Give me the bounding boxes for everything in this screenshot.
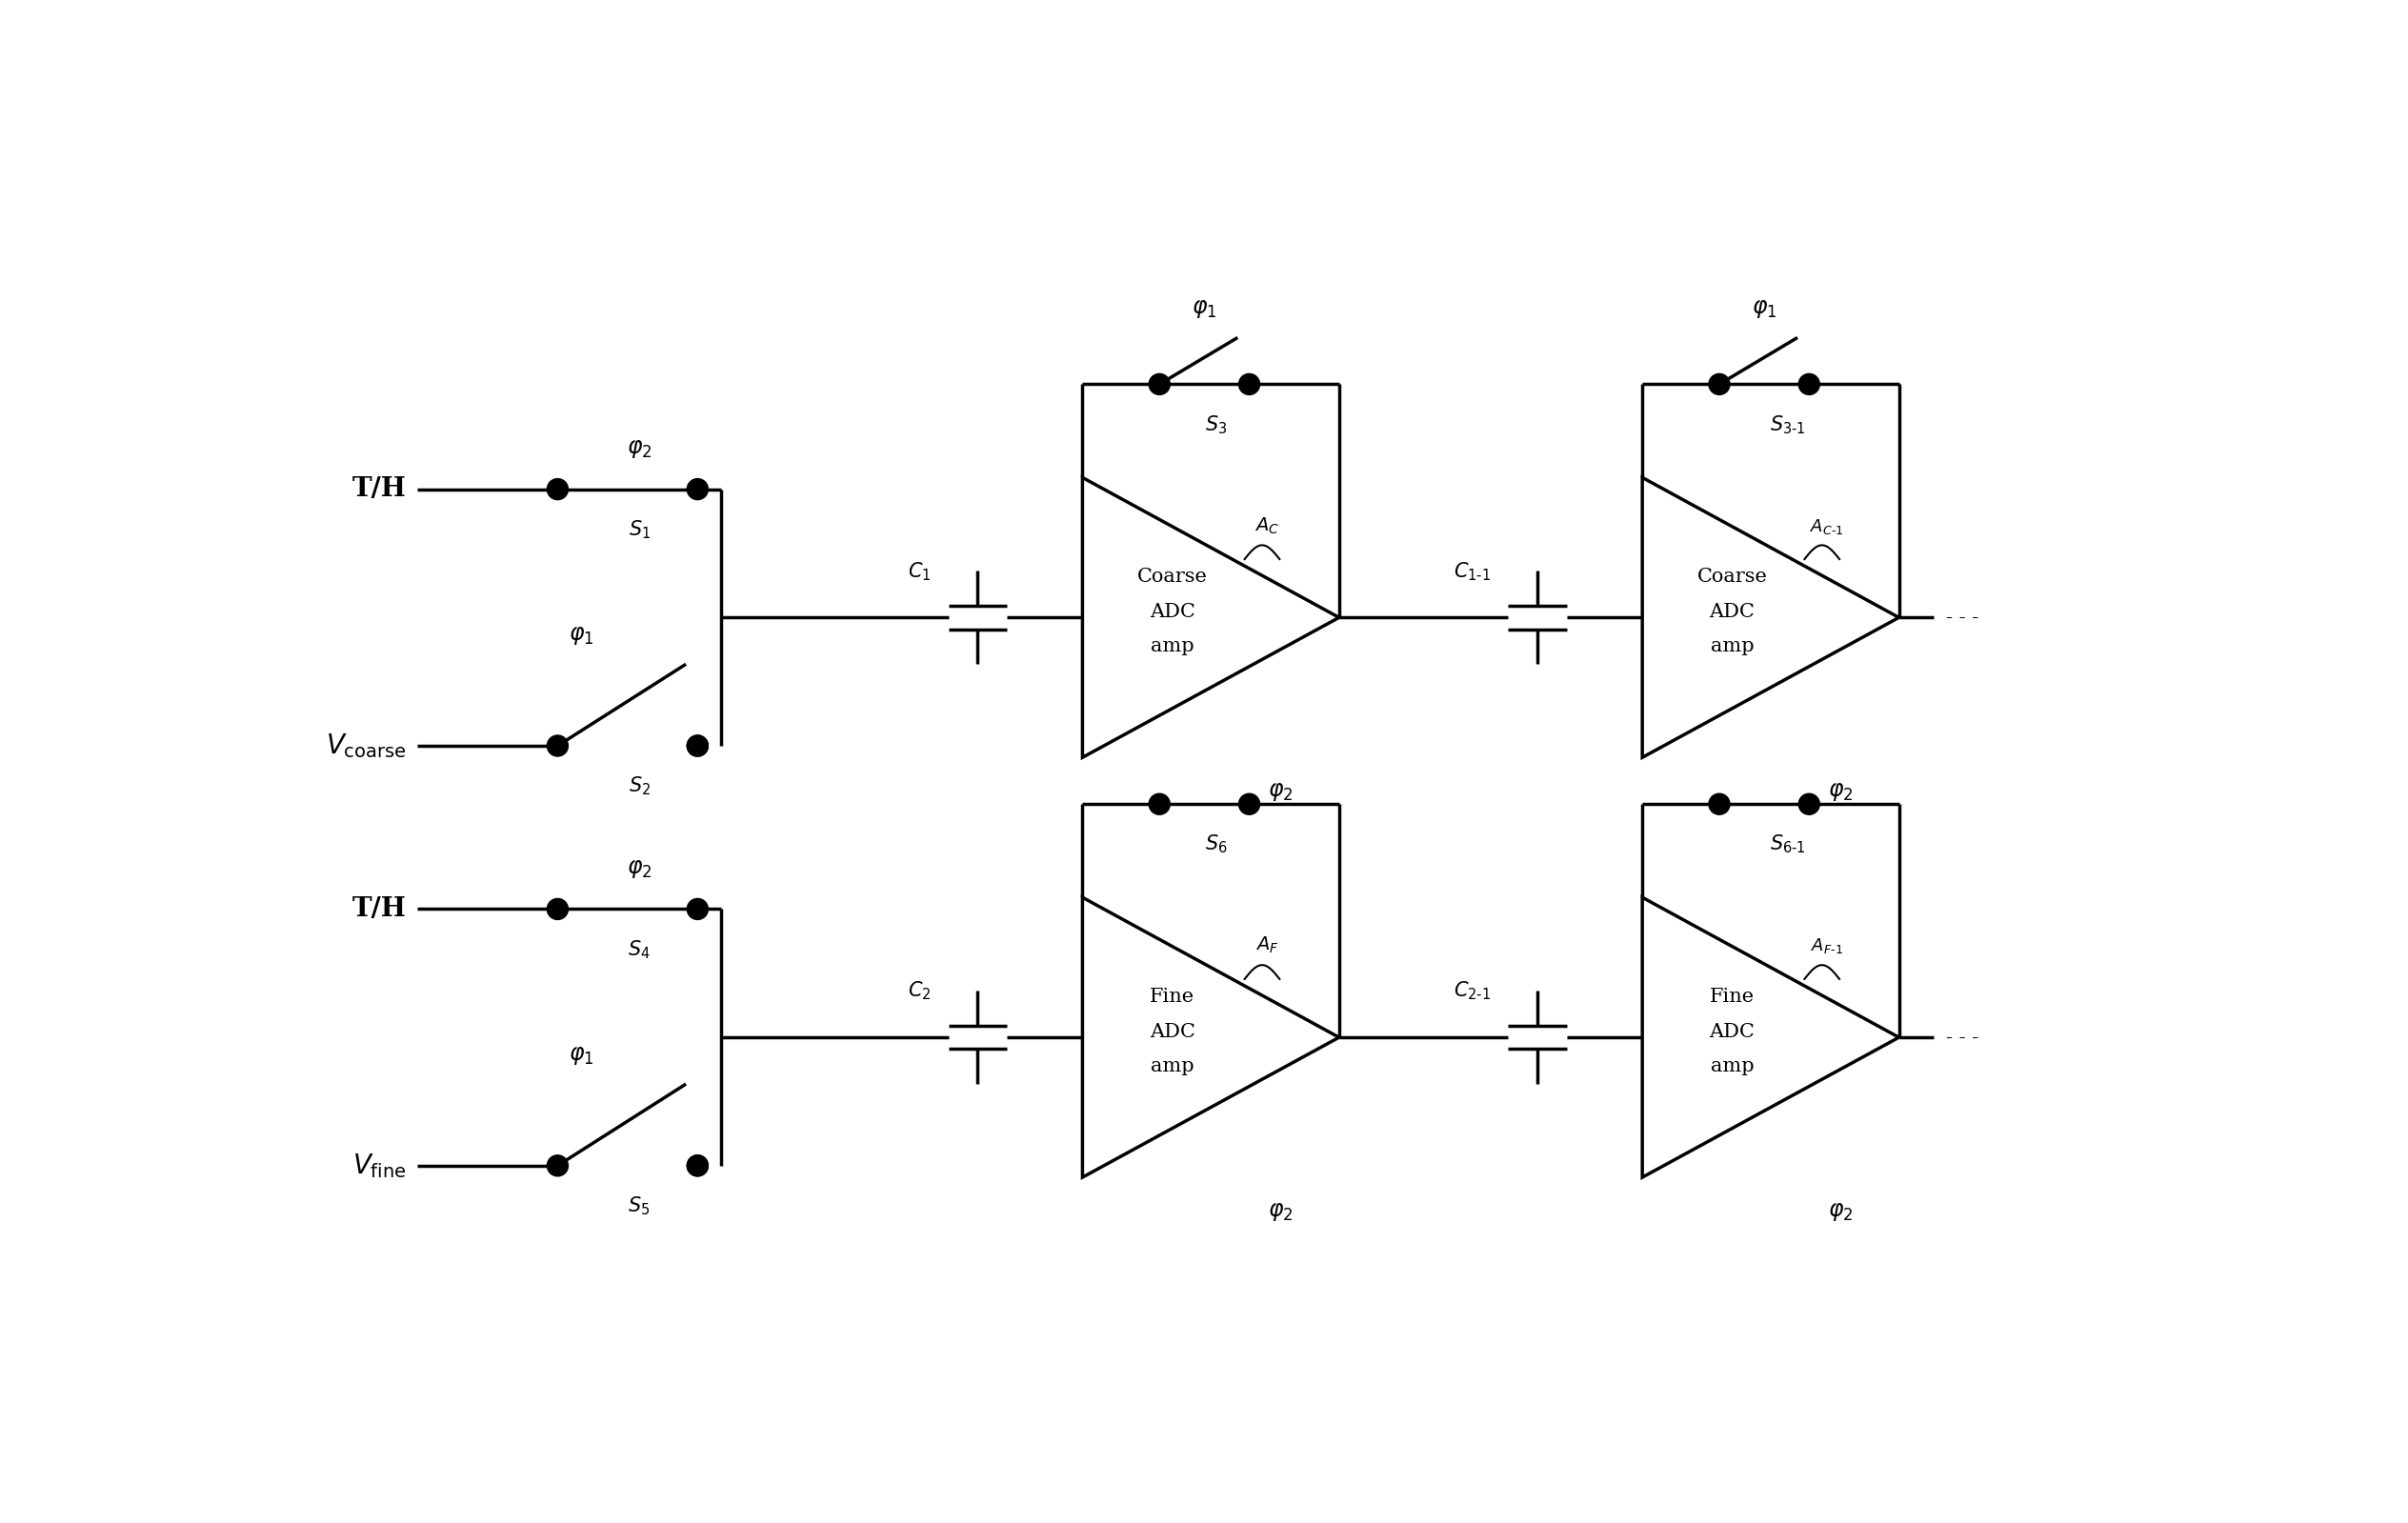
Circle shape	[1710, 793, 1729, 815]
Text: $S_6$: $S_6$	[1204, 833, 1228, 856]
Text: - - -: - - -	[1946, 1028, 1979, 1046]
Text: $S_3$: $S_3$	[1204, 413, 1228, 436]
Text: $\varphi_2$: $\varphi_2$	[1828, 1200, 1854, 1223]
Circle shape	[1149, 793, 1170, 815]
Text: $\varphi_2$: $\varphi_2$	[1269, 1200, 1293, 1223]
Circle shape	[1799, 793, 1820, 815]
Text: $S_2$: $S_2$	[628, 775, 650, 798]
Text: - - -: - - -	[1946, 609, 1979, 626]
Circle shape	[686, 1154, 708, 1176]
Text: $C_1$: $C_1$	[908, 560, 932, 582]
Text: $C_{2\text{-}1}$: $C_{2\text{-}1}$	[1454, 979, 1491, 1002]
Text: T/H: T/H	[352, 896, 407, 921]
Circle shape	[1710, 373, 1729, 394]
Text: $A_F$: $A_F$	[1255, 935, 1279, 956]
Text: $V_{\mathrm{coarse}}$: $V_{\mathrm{coarse}}$	[325, 731, 407, 760]
Text: ADC: ADC	[1149, 1022, 1194, 1040]
Text: amp: amp	[1151, 638, 1194, 656]
Text: $\varphi_2$: $\varphi_2$	[626, 857, 653, 880]
Text: $A_{C\text{-}1}$: $A_{C\text{-}1}$	[1811, 516, 1845, 536]
Circle shape	[1238, 793, 1259, 815]
Text: amp: amp	[1710, 638, 1753, 656]
Text: $A_{F\text{-}1}$: $A_{F\text{-}1}$	[1811, 937, 1842, 956]
Text: $S_4$: $S_4$	[628, 938, 650, 961]
Text: T/H: T/H	[352, 477, 407, 503]
Circle shape	[686, 736, 708, 757]
Circle shape	[547, 1154, 568, 1176]
Circle shape	[686, 478, 708, 500]
Text: ADC: ADC	[1710, 1022, 1755, 1040]
Circle shape	[686, 736, 708, 757]
Text: amp: amp	[1151, 1057, 1194, 1075]
Text: $\varphi_2$: $\varphi_2$	[1828, 781, 1854, 803]
Text: $\varphi_1$: $\varphi_1$	[568, 1045, 592, 1066]
Circle shape	[1149, 373, 1170, 394]
Text: $\varphi_2$: $\varphi_2$	[626, 439, 653, 460]
Text: $S_1$: $S_1$	[628, 518, 650, 541]
Text: $S_5$: $S_5$	[628, 1196, 650, 1217]
Text: Fine: Fine	[1151, 987, 1194, 1005]
Text: $\varphi_1$: $\varphi_1$	[568, 624, 592, 647]
Text: Fine: Fine	[1710, 987, 1755, 1005]
Text: $\varphi_2$: $\varphi_2$	[1269, 781, 1293, 803]
Text: Coarse: Coarse	[1137, 568, 1206, 586]
Text: ADC: ADC	[1149, 603, 1194, 621]
Text: $A_C$: $A_C$	[1255, 516, 1279, 536]
Text: ADC: ADC	[1710, 603, 1755, 621]
Circle shape	[1238, 373, 1259, 394]
Text: Coarse: Coarse	[1698, 568, 1767, 586]
Text: $V_{\mathrm{fine}}$: $V_{\mathrm{fine}}$	[352, 1151, 407, 1180]
Text: $S_{6\text{-}1}$: $S_{6\text{-}1}$	[1770, 833, 1806, 856]
Text: $C_2$: $C_2$	[908, 979, 932, 1002]
Circle shape	[686, 899, 708, 920]
Circle shape	[547, 899, 568, 920]
Text: amp: amp	[1710, 1057, 1753, 1075]
Circle shape	[686, 1154, 708, 1176]
Circle shape	[1799, 373, 1820, 394]
Text: $\varphi_1$: $\varphi_1$	[1751, 299, 1777, 320]
Text: $\varphi_1$: $\varphi_1$	[1192, 299, 1216, 320]
Circle shape	[547, 736, 568, 757]
Circle shape	[547, 478, 568, 500]
Text: $S_{3\text{-}1}$: $S_{3\text{-}1}$	[1770, 413, 1806, 436]
Text: $C_{1\text{-}1}$: $C_{1\text{-}1}$	[1454, 560, 1491, 582]
